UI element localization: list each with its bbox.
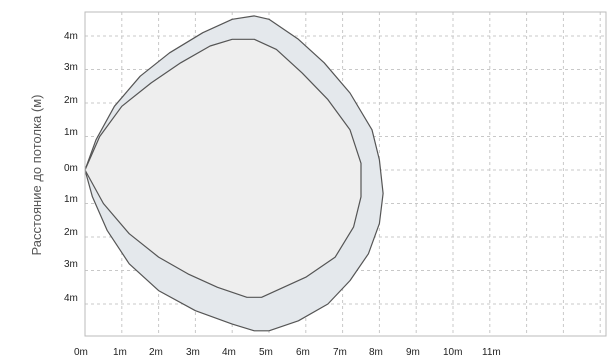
x-tick-label: 3m xyxy=(186,347,200,358)
x-tick-label: 10m xyxy=(443,347,462,358)
x-tick-label: 11m xyxy=(482,347,501,358)
y-tick-labels: 4m 3m 2m 1m 0m 1m 2m 3m 4m xyxy=(64,31,78,304)
y-tick-label: 1m xyxy=(64,127,78,138)
plot-border xyxy=(84,11,607,337)
y-tick-label: 1m xyxy=(64,194,78,205)
coverage-zones xyxy=(84,15,384,332)
y-tick-label: 2m xyxy=(64,95,78,106)
plot-frame xyxy=(84,11,607,337)
x-tick-label: 0m xyxy=(74,347,88,358)
x-tick-label: 6m xyxy=(296,347,310,358)
x-tick-label: 9m xyxy=(406,347,420,358)
y-tick-label: 0m xyxy=(64,163,78,174)
y-tick-label: 2m xyxy=(64,227,78,238)
x-tick-label: 5m xyxy=(259,347,273,358)
x-tick-label: 7m xyxy=(333,347,347,358)
y-tick-label: 3m xyxy=(64,62,78,73)
x-tick-label: 1m xyxy=(113,347,127,358)
y-tick-label: 4m xyxy=(64,31,78,42)
x-tick-label: 2m xyxy=(149,347,163,358)
inner-coverage-zone xyxy=(84,38,362,298)
y-axis-title: Расстояние до потолка (м) xyxy=(29,95,44,256)
x-tick-label: 4m xyxy=(222,347,236,358)
y-tick-label: 3m xyxy=(64,259,78,270)
x-tick-label: 8m xyxy=(369,347,383,358)
x-tick-labels: 0m 1m 2m 3m 4m 5m 6m 7m 8m 9m 10m 11m xyxy=(74,347,501,358)
y-tick-label: 4m xyxy=(64,293,78,304)
